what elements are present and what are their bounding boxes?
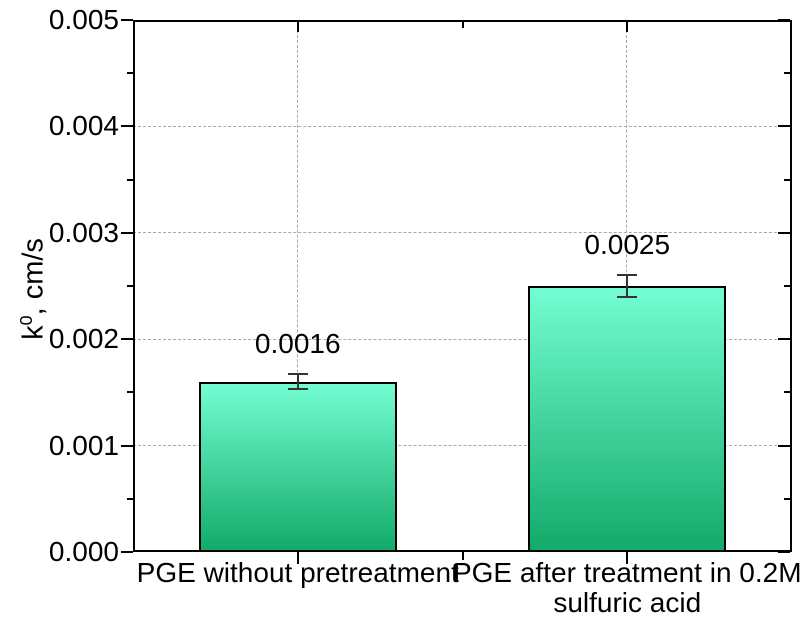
y-major-tick-right: [778, 551, 790, 553]
y-gridline: [133, 338, 792, 340]
y-minor-tick-right: [784, 497, 790, 500]
category-drop-line: [297, 20, 298, 552]
y-tick-label: 0.001: [48, 429, 119, 461]
error-bar-line: [296, 374, 299, 390]
y-major-tick-left: [121, 125, 133, 128]
y-gridline: [133, 445, 792, 447]
y-minor-tick-left: [127, 178, 133, 181]
x-category-label: PGE without pretreatment: [136, 557, 459, 588]
bar-value-label: 0.0016: [254, 328, 341, 360]
y-major-tick-left: [121, 338, 133, 341]
error-bar-cap-top: [617, 274, 638, 277]
y-minor-tick-left: [127, 391, 133, 394]
y-minor-tick-left: [127, 72, 133, 75]
y-axis-title: k0, cm/s: [4, 184, 50, 394]
y-major-tick-right: [778, 338, 790, 341]
y-major-tick-right: [778, 231, 790, 234]
x-major-tick-top: [626, 20, 629, 32]
x-major-tick-top: [296, 20, 299, 32]
y-tick-label: 0.004: [48, 110, 119, 142]
x-minor-tick-top: [461, 20, 464, 28]
y-tick-label: 0.002: [48, 323, 119, 355]
x-category-label: PGE after treatment in 0.2M sulfuric aci…: [452, 557, 800, 618]
y-major-tick-left: [121, 444, 133, 447]
y-tick-label: 0.000: [48, 536, 119, 567]
bar: [198, 381, 397, 552]
y-tick-label: 0.003: [48, 216, 119, 248]
x-major-tick-bottom: [296, 552, 299, 564]
bar-value-label: 0.0025: [584, 229, 671, 261]
y-minor-tick-right: [784, 178, 790, 181]
y-major-tick-left: [121, 19, 133, 21]
y-major-tick-right: [778, 19, 790, 21]
error-bar-cap-bottom: [287, 388, 308, 391]
plot-area: 0.0016 0.0025: [133, 19, 792, 553]
y-minor-tick-left: [127, 497, 133, 500]
y-minor-tick-right: [784, 285, 790, 287]
error-bar-cap-bottom: [617, 295, 638, 298]
x-minor-tick-bottom: [461, 552, 464, 560]
y-gridline: [133, 125, 792, 127]
error-bar-cap-top: [287, 373, 308, 376]
error-bar-line: [626, 275, 629, 297]
y-minor-tick-right: [784, 72, 790, 75]
y-major-tick-right: [778, 125, 790, 128]
x-major-tick-bottom: [626, 552, 629, 564]
y-gridline: [133, 232, 792, 234]
y-minor-tick-left: [127, 285, 133, 287]
y-major-tick-right: [778, 444, 790, 447]
y-tick-label: 0.005: [48, 4, 119, 35]
y-major-tick-left: [121, 551, 133, 553]
y-major-tick-left: [121, 231, 133, 234]
bar: [528, 286, 727, 552]
y-axis-title-rest: , cm/s: [17, 238, 50, 316]
y-minor-tick-right: [784, 391, 790, 394]
